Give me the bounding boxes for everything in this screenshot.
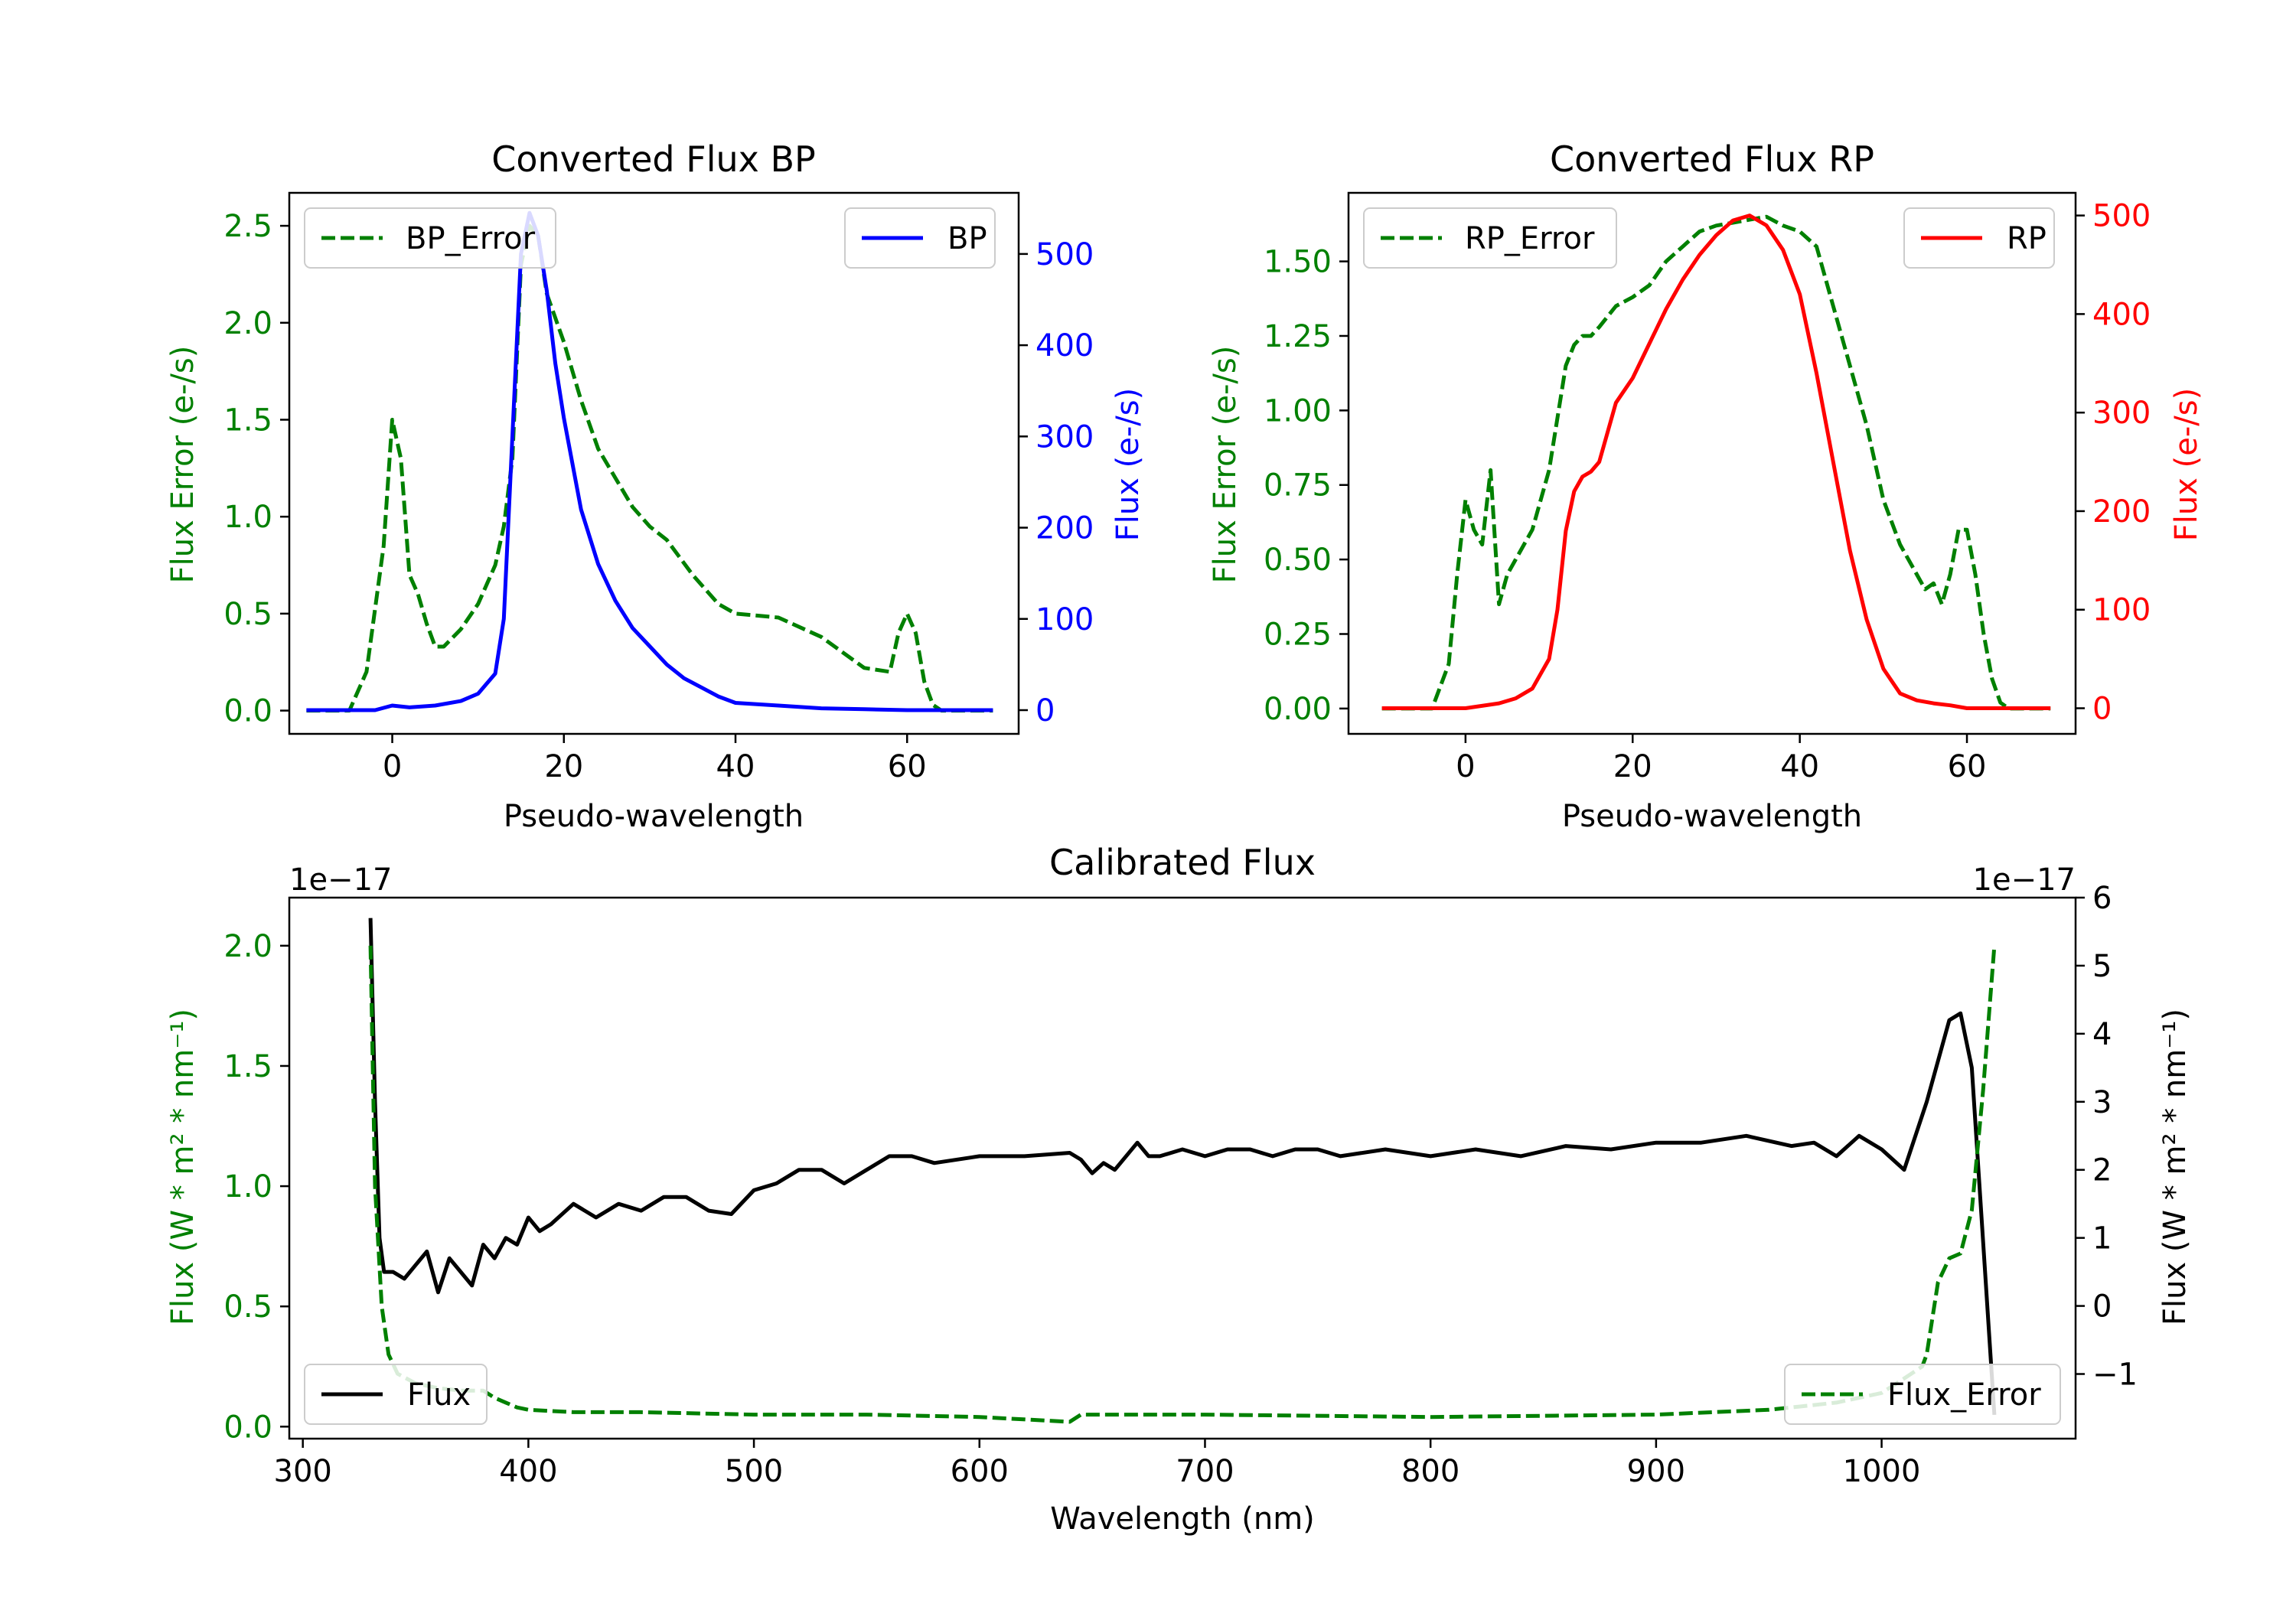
rp-right-y-tick-label: 0 — [2092, 692, 2112, 727]
bp-legend: BP — [844, 207, 996, 269]
bp-x-axis-label: Pseudo-wavelength — [504, 799, 804, 834]
rp-left-y-tick-label: 0.50 — [1264, 543, 1332, 578]
bp-error-legend: BP_Error — [304, 207, 556, 269]
calibrated-right-axis-label: Flux (W * m² * nm⁻¹) — [2157, 1009, 2193, 1325]
calibrated-x-tick-label: 500 — [725, 1454, 783, 1489]
bp-error-legend-label: BP_Error — [406, 221, 536, 256]
calibrated-x-tick-label: 900 — [1627, 1454, 1685, 1489]
calibrated-x-tick-label: 300 — [274, 1454, 332, 1489]
rp-right-y-tick-label: 400 — [2092, 297, 2151, 332]
rp-x-tick-label: 40 — [1780, 749, 1819, 784]
calibrated-panel: Calibrated Flux 300 400 500 600 700 800 900 100… — [165, 842, 2193, 1537]
bp-left-y-tick-label: 2.5 — [223, 209, 272, 244]
rp-legend: RP — [1903, 207, 2055, 269]
bp-left-y-tick-label: 0.5 — [223, 597, 272, 632]
calibrated-error-legend-label: Flux_Error — [1887, 1377, 2041, 1413]
calibrated-right-y-tick-label: 2 — [2092, 1153, 2112, 1188]
calibrated-x-tick-label: 400 — [499, 1454, 557, 1489]
calibrated-series-flux — [368, 918, 1997, 1416]
bp-title: Converted Flux BP — [491, 139, 816, 180]
calibrated-axes: 300 400 500 600 700 800 900 1000 0.0 0.5 1.0 1.5 2.0… — [223, 881, 2138, 1489]
rp-x-tick-label: 0 — [1456, 749, 1475, 784]
calibrated-right-y-tick-label: 0 — [2092, 1289, 2112, 1325]
bp-left-y-tick-label: 0.0 — [223, 694, 272, 729]
rp-left-y-tick-label: 1.00 — [1264, 393, 1332, 429]
rp-left-y-tick-label: 0.00 — [1264, 692, 1332, 727]
bp-right-y-tick-label: 0 — [1035, 693, 1055, 729]
bp-x-tick-label: 60 — [888, 749, 927, 784]
calibrated-flux-legend-label: Flux — [407, 1377, 471, 1413]
rp-right-y-tick-label: 500 — [2092, 199, 2151, 234]
calibrated-left-y-tick-label: 0.0 — [223, 1410, 272, 1445]
rp-left-axis-label: Flux Error (e-/s) — [1208, 346, 1243, 584]
rp-series-rp — [1381, 214, 2051, 710]
calibrated-x-tick-label: 600 — [951, 1454, 1009, 1489]
calibrated-x-axis-label: Wavelength (nm) — [1050, 1501, 1315, 1537]
rp-left-y-tick-label: 0.75 — [1264, 468, 1332, 504]
calibrated-right-offset: 1e−17 — [1973, 862, 2076, 898]
rp-error-legend: RP_Error — [1363, 207, 1617, 269]
bp-legend-label: BP — [947, 221, 987, 256]
calibrated-left-y-tick-label: 1.0 — [223, 1169, 272, 1204]
rp-series-rp-error — [1381, 214, 2051, 711]
rp-title: Converted Flux RP — [1550, 139, 1874, 180]
bp-left-y-tick-label: 1.5 — [223, 403, 272, 438]
rp-x-tick-label: 60 — [1948, 749, 1987, 784]
calibrated-title: Calibrated Flux — [1049, 842, 1316, 883]
calibrated-axes-frame — [288, 896, 2077, 1440]
rp-left-y-tick-label: 0.25 — [1264, 618, 1332, 653]
rp-axes: 0 20 40 60 0.00 0.25 0.50 0.75 1.00 1.25 1.50 0 100 2… — [1264, 191, 2151, 784]
calibrated-left-y-tick-label: 0.5 — [223, 1289, 272, 1325]
rp-x-tick-label: 20 — [1613, 749, 1652, 784]
calibrated-x-tick-label: 700 — [1176, 1454, 1234, 1489]
bp-x-tick-label: 20 — [544, 749, 583, 784]
rp-legend-label: RP — [2007, 221, 2047, 256]
calibrated-right-y-tick-label: 5 — [2092, 949, 2112, 984]
bp-plot-area — [306, 210, 993, 713]
rp-right-y-tick-label: 100 — [2092, 593, 2151, 628]
bp-x-tick-label: 40 — [716, 749, 755, 784]
calibrated-error-legend: Flux_Error — [1784, 1364, 2061, 1425]
calibrated-left-axis-label: Flux (W * m² * nm⁻¹) — [165, 1009, 201, 1325]
rp-panel: Converted Flux RP 0 20 40 60 0.00 0.25 0.50 0.7… — [1208, 139, 2204, 834]
rp-error-legend-label: RP_Error — [1465, 221, 1595, 256]
bp-x-tick-label: 0 — [383, 749, 402, 784]
calibrated-flux-legend: Flux — [304, 1364, 488, 1425]
calibrated-right-y-tick-label: 3 — [2092, 1085, 2112, 1120]
calibrated-left-y-tick-label: 2.0 — [223, 929, 272, 964]
rp-left-y-tick-label: 1.50 — [1264, 245, 1332, 280]
bp-right-y-tick-label: 200 — [1035, 511, 1094, 546]
calibrated-right-y-tick-label: 6 — [2092, 881, 2112, 916]
bp-left-axis-label: Flux Error (e-/s) — [165, 346, 201, 584]
rp-right-axis-label: Flux (e-/s) — [2169, 388, 2204, 541]
bp-axes: 0 20 40 60 0.0 0.5 1.0 1.5 2.0 2.5 0 100 200 300 400 50… — [223, 191, 1094, 784]
rp-axes-frame — [1347, 191, 2077, 735]
bp-right-y-tick-label: 500 — [1035, 237, 1094, 272]
bp-left-y-tick-label: 1.0 — [223, 500, 272, 535]
bp-right-y-tick-label: 300 — [1035, 419, 1094, 455]
calibrated-right-y-tick-label: −1 — [2092, 1358, 2138, 1393]
bp-series-bp-error — [306, 223, 993, 713]
calibrated-right-y-tick-label: 4 — [2092, 1017, 2112, 1052]
rp-right-y-tick-label: 200 — [2092, 494, 2151, 530]
bp-series-bp — [306, 210, 993, 712]
rp-x-axis-label: Pseudo-wavelength — [1562, 799, 1862, 834]
rp-plot-area — [1381, 214, 2051, 711]
bp-right-y-tick-label: 100 — [1035, 602, 1094, 637]
calibrated-left-offset: 1e−17 — [289, 862, 392, 898]
rp-right-y-tick-label: 300 — [2092, 396, 2151, 431]
bp-right-axis-label: Flux (e-/s) — [1110, 388, 1146, 541]
bp-left-y-tick-label: 2.0 — [223, 306, 272, 341]
bp-axes-frame — [288, 191, 1020, 735]
calibrated-left-y-tick-label: 1.5 — [223, 1049, 272, 1084]
calibrated-x-tick-label: 1000 — [1843, 1454, 1921, 1489]
bp-right-y-tick-label: 400 — [1035, 328, 1094, 363]
bp-panel: Converted Flux BP 0 20 40 60 0.0 0.5 1.0 1.5 2.0… — [165, 139, 1146, 834]
calibrated-x-tick-label: 800 — [1401, 1454, 1459, 1489]
calibrated-right-y-tick-label: 1 — [2092, 1221, 2112, 1257]
rp-left-y-tick-label: 1.25 — [1264, 319, 1332, 354]
